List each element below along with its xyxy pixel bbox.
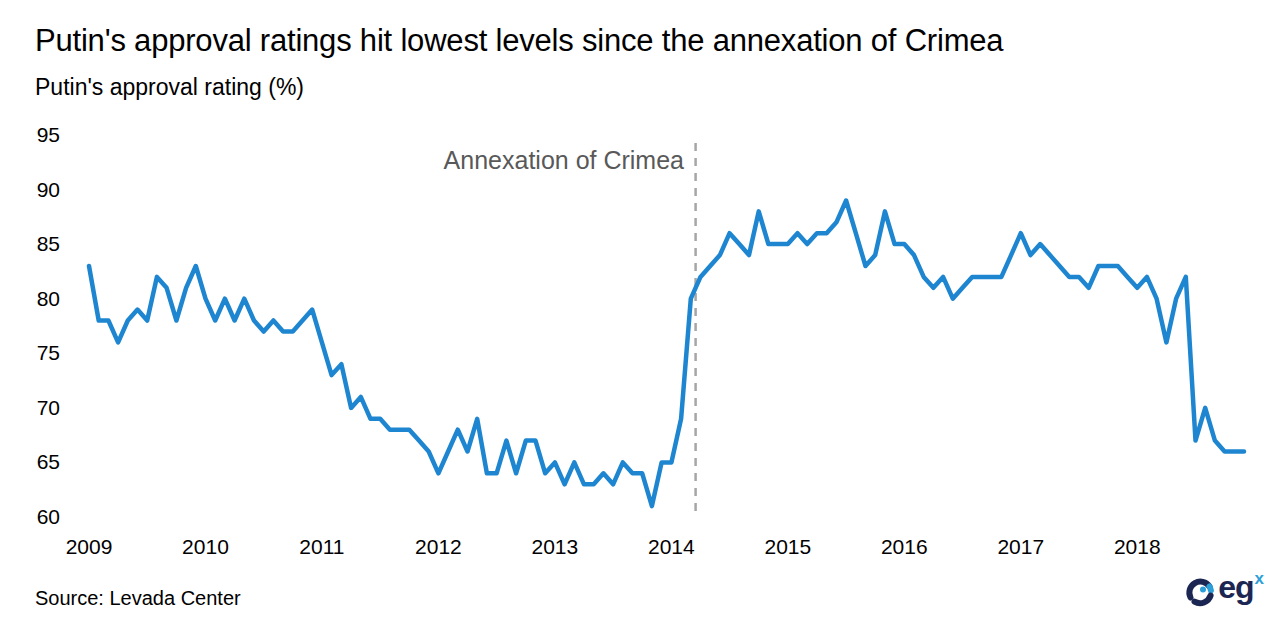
- x-tick-label: 2012: [403, 535, 473, 559]
- y-tick-label: 90: [24, 178, 60, 202]
- y-tick-label: 95: [24, 123, 60, 147]
- egx-logo-icon: [1184, 576, 1216, 612]
- x-tick-label: 2018: [1102, 535, 1172, 559]
- x-tick-label: 2017: [986, 535, 1056, 559]
- approval-line: [89, 201, 1244, 507]
- x-tick-label: 2015: [753, 535, 823, 559]
- y-tick-label: 65: [24, 450, 60, 474]
- x-tick-label: 2016: [869, 535, 939, 559]
- x-tick-label: 2010: [170, 535, 240, 559]
- y-tick-label: 75: [24, 341, 60, 365]
- x-tick-label: 2011: [287, 535, 357, 559]
- y-tick-label: 60: [24, 505, 60, 529]
- y-tick-label: 85: [24, 232, 60, 256]
- y-tick-label: 70: [24, 396, 60, 420]
- annotation-label: Annexation of Crimea: [354, 146, 684, 175]
- source-note: Source: Levada Center: [35, 587, 241, 610]
- x-tick-label: 2013: [520, 535, 590, 559]
- x-tick-label: 2009: [54, 535, 124, 559]
- egx-logo: eg x: [1184, 571, 1264, 612]
- egx-logo-text: eg: [1218, 571, 1253, 603]
- egx-logo-sup: x: [1255, 570, 1264, 587]
- y-tick-label: 80: [24, 287, 60, 311]
- x-tick-label: 2014: [636, 535, 706, 559]
- chart-canvas: [0, 0, 1280, 621]
